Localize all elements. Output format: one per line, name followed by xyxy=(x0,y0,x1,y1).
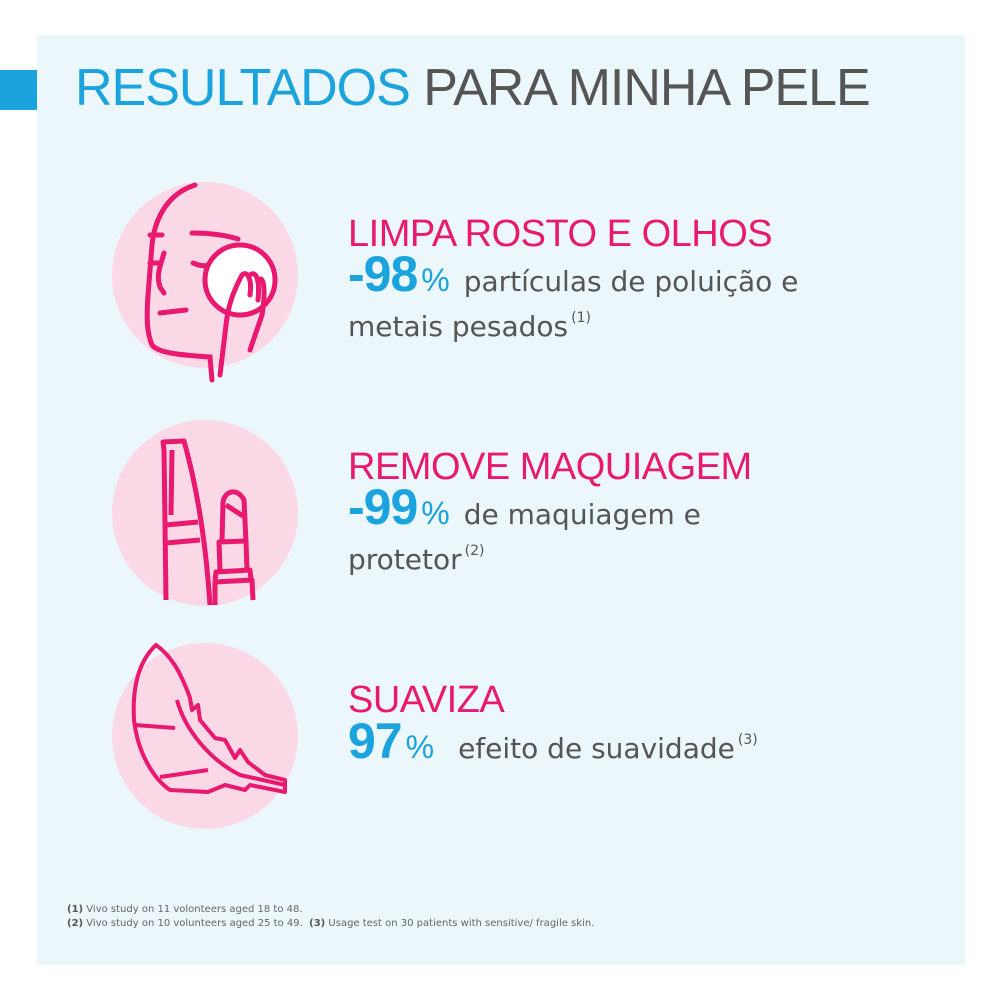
result-line-2: protetor (2) xyxy=(348,533,948,578)
footnote-text: Vivo study on 10 volunteers aged 25 to 4… xyxy=(86,918,303,929)
result-unit: % xyxy=(405,729,435,765)
result-unit: % xyxy=(421,495,450,531)
footnote-ref: (2) xyxy=(67,918,84,929)
footnote: (1) Vivo study on 11 volonteers aged 18 … xyxy=(67,903,594,917)
result-text: metais pesados xyxy=(348,310,569,343)
result-item: REMOVE MAQUIAGEM -99% de maquiagem e prot… xyxy=(348,445,948,578)
icon-circle xyxy=(112,643,298,829)
footnote-ref: (3) xyxy=(309,918,326,929)
result-text: efeito de suavidade xyxy=(458,732,735,765)
result-text: partículas de poluição e xyxy=(463,265,799,298)
result-line-2: metais pesados (1) xyxy=(348,300,948,345)
icon-circle xyxy=(112,420,298,606)
result-item: SUAVIZA 97% efeito de suavidade (3) xyxy=(348,678,948,767)
footnote: (2) Vivo study on 10 volunteers aged 25 … xyxy=(67,917,594,931)
footnote-text: Usage test on 30 patients with sensitive… xyxy=(328,918,595,929)
result-heading: LIMPA ROSTO E OLHOS xyxy=(348,213,773,255)
result-text: de maquiagem e xyxy=(463,498,701,531)
result-line: 97% efeito de suavidade (3) xyxy=(348,716,948,767)
result-value: 97 xyxy=(348,713,403,769)
footnote-ref: (1) xyxy=(67,904,84,915)
title-highlight: RESULTADOS xyxy=(75,59,411,117)
footnote-ref: (1) xyxy=(571,310,591,326)
makeup-mascara-lipstick-icon xyxy=(160,438,256,606)
result-unit: % xyxy=(421,262,450,298)
result-text: protetor xyxy=(348,543,462,576)
accent-bar xyxy=(0,70,37,110)
result-line: -98% partículas de poluição e xyxy=(348,249,948,300)
footnote-ref: (3) xyxy=(737,732,758,748)
result-heading: REMOVE MAQUIAGEM xyxy=(348,446,752,488)
feather-icon xyxy=(131,643,287,794)
footnote-text: Vivo study on 11 volonteers aged 18 to 4… xyxy=(86,904,303,915)
footnote-ref: (2) xyxy=(464,543,485,559)
result-line: -99% de maquiagem e xyxy=(348,482,948,533)
result-heading: SUAVIZA xyxy=(348,679,505,721)
face-cleansing-icon xyxy=(144,182,278,383)
title-rest: PARA MINHA PELE xyxy=(423,59,870,117)
result-value: -99 xyxy=(348,479,418,535)
result-value: -98 xyxy=(348,246,418,302)
footnotes: (1) Vivo study on 11 volonteers aged 18 … xyxy=(67,903,594,931)
result-item: LIMPA ROSTO E OLHOS -98% partículas de po… xyxy=(348,212,948,345)
page-title: RESULTADOS PARA MINHA PELE xyxy=(75,58,871,118)
